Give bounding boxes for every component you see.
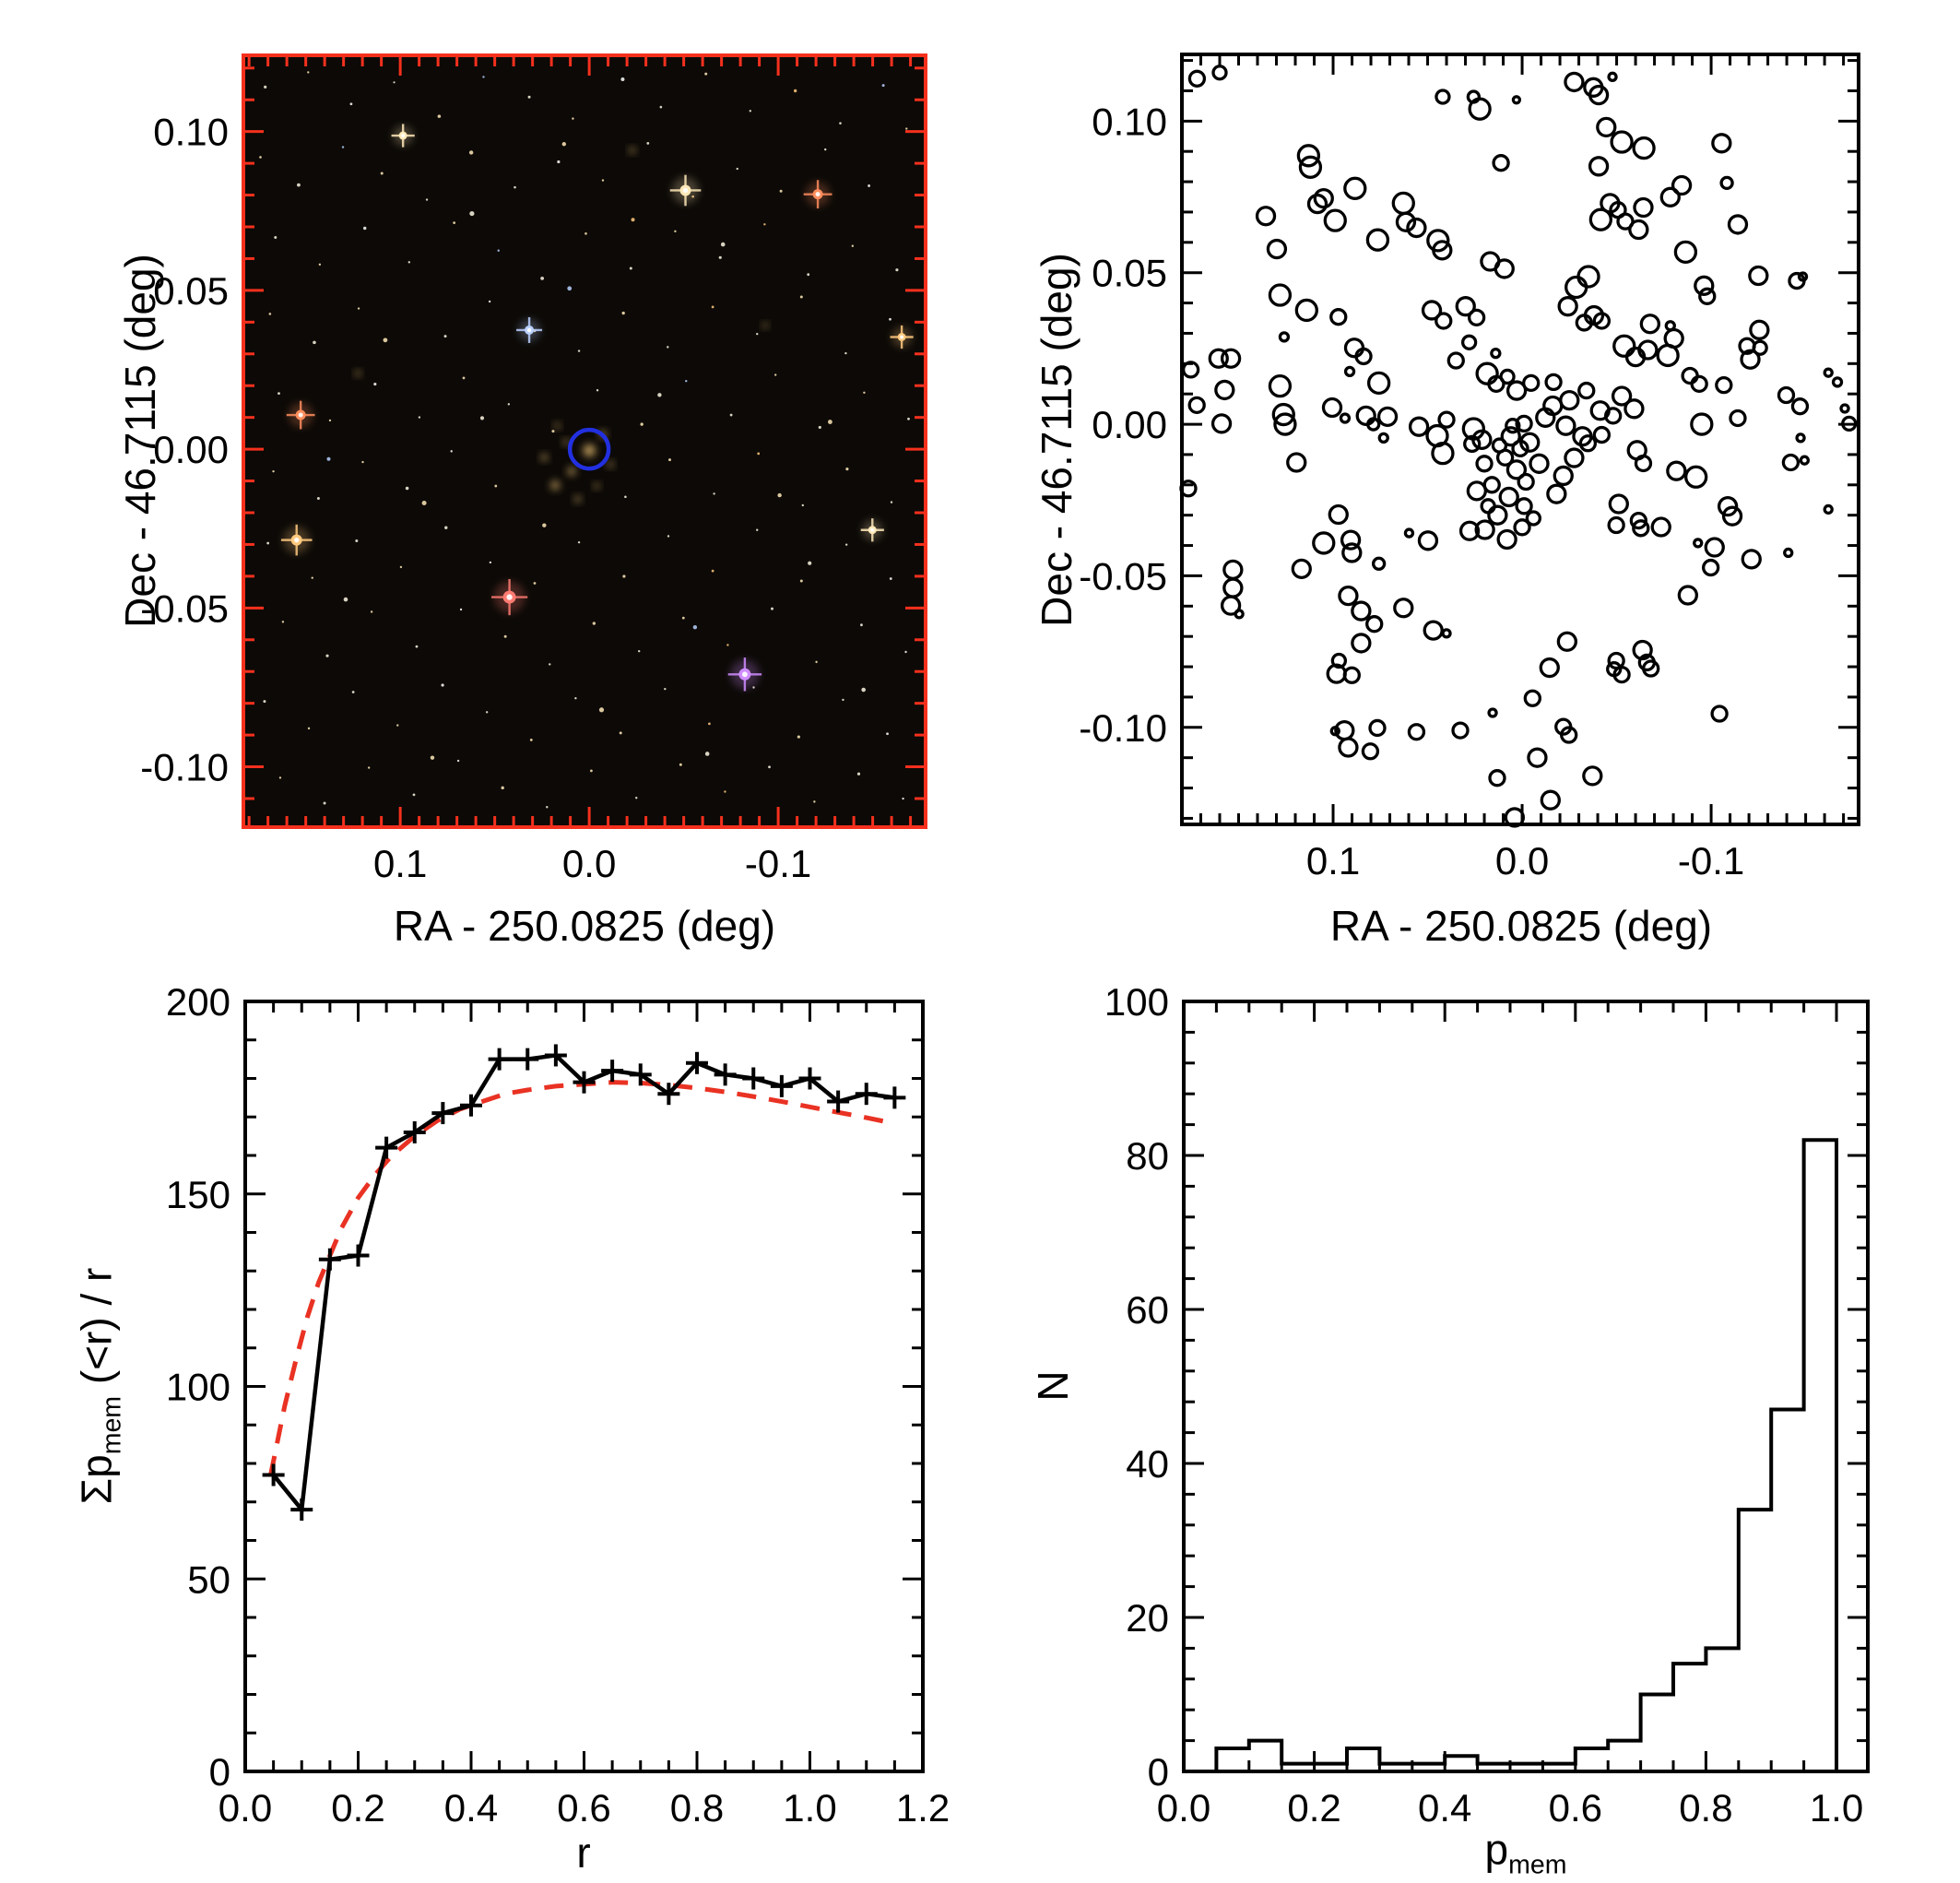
hist-y-axis-title: N <box>1029 1370 1077 1402</box>
svg-text:0.1: 0.1 <box>373 842 427 885</box>
cluster-circle-marker <box>567 427 611 471</box>
svg-text:200: 200 <box>166 980 230 1024</box>
svg-text:0.10: 0.10 <box>153 111 229 154</box>
svg-text:0: 0 <box>209 1750 230 1794</box>
svg-text:-0.05: -0.05 <box>1079 554 1167 598</box>
svg-text:0.8: 0.8 <box>1679 1786 1732 1830</box>
svg-text:0.0: 0.0 <box>218 1786 272 1830</box>
svg-text:20: 20 <box>1126 1596 1169 1640</box>
svg-text:0.0: 0.0 <box>1157 1786 1210 1830</box>
svg-text:0.00: 0.00 <box>1092 403 1167 446</box>
svg-text:1.0: 1.0 <box>783 1786 836 1830</box>
svg-text:-0.10: -0.10 <box>1079 706 1167 750</box>
svg-text:0.4: 0.4 <box>1418 1786 1471 1830</box>
profile-x-axis-title: r <box>576 1829 591 1877</box>
scatter-x-axis-title: RA - 250.0825 (deg) <box>1329 902 1713 950</box>
svg-text:0.6: 0.6 <box>557 1786 610 1830</box>
svg-text:0.05: 0.05 <box>153 269 229 313</box>
profile-y-label-sub: mem <box>97 1395 127 1455</box>
sky-y-axis-title: Dec - 46.7115 (deg) <box>116 254 164 628</box>
svg-text:100: 100 <box>1104 980 1169 1024</box>
svg-text:150: 150 <box>166 1173 230 1216</box>
scatter-y-axis-title: Dec - 46.7115 (deg) <box>1033 253 1080 627</box>
sky-x-axis-title: RA - 250.0825 (deg) <box>393 902 776 950</box>
svg-text:1.2: 1.2 <box>896 1786 950 1830</box>
svg-text:80: 80 <box>1126 1134 1169 1178</box>
svg-text:1.0: 1.0 <box>1810 1786 1863 1830</box>
svg-text:50: 50 <box>187 1557 230 1601</box>
profile-y-label-rest: (<r) / r <box>72 1267 121 1396</box>
svg-text:0.4: 0.4 <box>444 1786 498 1830</box>
svg-text:0.6: 0.6 <box>1549 1786 1602 1830</box>
svg-text:0: 0 <box>1148 1750 1169 1794</box>
histogram-panel: 0.0 0.2 0.4 0.6 0.8 1.0 0 20 40 60 80 100 <box>1104 980 1870 1830</box>
svg-text:0.0: 0.0 <box>562 842 616 885</box>
svg-text:40: 40 <box>1126 1442 1169 1486</box>
measured-profile-line <box>271 1053 895 1515</box>
histogram-outline <box>1184 1138 1868 1773</box>
svg-text:0.10: 0.10 <box>1092 100 1167 143</box>
svg-text:0.8: 0.8 <box>670 1786 724 1830</box>
profile-y-axis-title: Σpmem (<r) / r <box>71 1268 127 1505</box>
profile-y-label-sigma: Σp <box>72 1454 121 1505</box>
model-fit-curve <box>268 1080 895 1476</box>
hist-x-axis-title: pmem <box>1485 1824 1567 1880</box>
svg-text:0.00: 0.00 <box>153 428 229 471</box>
starfield <box>259 71 914 809</box>
svg-text:0.2: 0.2 <box>1287 1786 1340 1830</box>
svg-text:-0.1: -0.1 <box>745 842 811 885</box>
scatter-panel: 0.1 0.0 -0.1 0.10 0.05 0.00 -0.05 -0.10 <box>1079 53 1860 882</box>
svg-text:0.05: 0.05 <box>1092 252 1167 295</box>
svg-text:100: 100 <box>166 1366 230 1409</box>
svg-text:-0.10: -0.10 <box>140 746 229 789</box>
svg-text:-0.05: -0.05 <box>140 586 229 630</box>
hist-x-label-p: p <box>1484 1825 1509 1874</box>
svg-text:-0.1: -0.1 <box>1678 839 1744 882</box>
svg-text:60: 60 <box>1126 1288 1169 1332</box>
svg-text:0.2: 0.2 <box>331 1786 384 1830</box>
sky-image-panel: 0.1 0.0 -0.1 0.10 0.05 0.00 -0.05 -0.10 <box>140 53 927 885</box>
hist-x-label-sub: mem <box>1508 1850 1567 1880</box>
svg-text:0.0: 0.0 <box>1495 839 1549 882</box>
svg-text:0.1: 0.1 <box>1306 839 1360 882</box>
profile-panel: 0.0 0.2 0.4 0.6 0.8 1.0 1.2 0 50 100 150 200 <box>166 980 950 1830</box>
